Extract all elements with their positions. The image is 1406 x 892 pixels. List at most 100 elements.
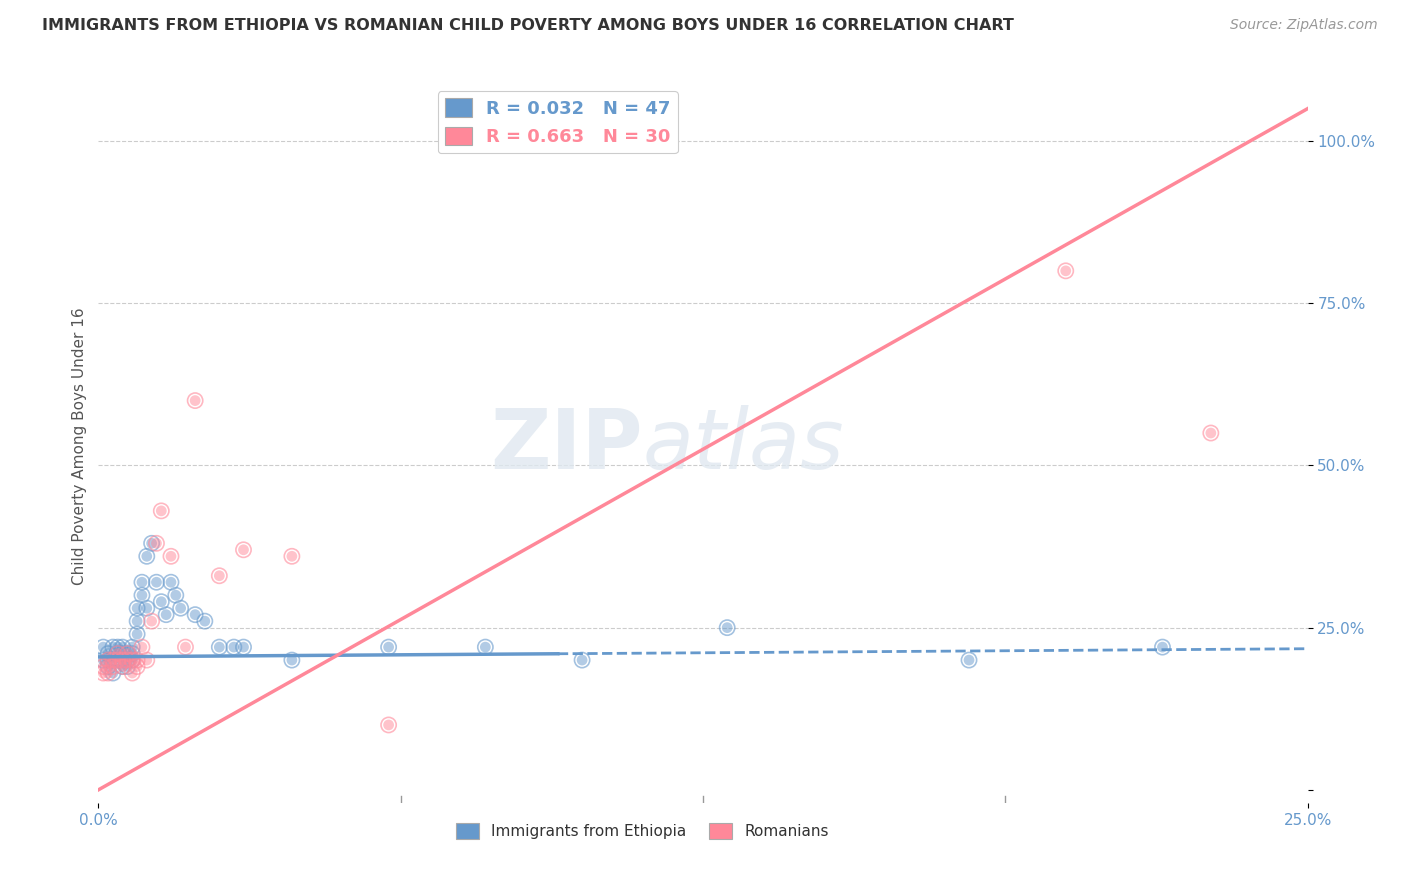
Point xyxy=(97,666,120,681)
Point xyxy=(111,659,134,673)
Point xyxy=(127,627,149,641)
Point xyxy=(101,640,124,654)
Point xyxy=(101,659,124,673)
Point xyxy=(150,595,173,609)
Point xyxy=(121,666,143,681)
Point xyxy=(107,653,129,667)
Point xyxy=(127,659,149,673)
Point xyxy=(222,640,245,654)
Point xyxy=(150,595,173,609)
Point xyxy=(111,640,134,654)
Point xyxy=(111,640,134,654)
Point xyxy=(91,659,114,673)
Point xyxy=(135,601,157,615)
Point xyxy=(131,640,153,654)
Point xyxy=(101,653,124,667)
Point xyxy=(194,614,217,628)
Point xyxy=(97,647,120,661)
Point xyxy=(97,647,120,661)
Point xyxy=(111,647,134,661)
Point xyxy=(281,653,304,667)
Point xyxy=(111,659,134,673)
Point xyxy=(117,647,139,661)
Point xyxy=(117,653,139,667)
Point xyxy=(111,659,134,673)
Point xyxy=(97,653,120,667)
Point xyxy=(91,653,114,667)
Point xyxy=(208,640,231,654)
Point xyxy=(127,659,149,673)
Point xyxy=(474,640,496,654)
Point xyxy=(97,659,120,673)
Point xyxy=(97,653,120,667)
Point xyxy=(107,653,129,667)
Point xyxy=(117,659,139,673)
Point xyxy=(117,653,139,667)
Point xyxy=(127,601,149,615)
Point xyxy=(957,653,980,667)
Point xyxy=(135,653,157,667)
Point xyxy=(145,536,167,550)
Point xyxy=(150,504,173,518)
Point xyxy=(107,647,129,661)
Point xyxy=(174,640,197,654)
Point xyxy=(117,659,139,673)
Point xyxy=(160,549,183,564)
Text: atlas: atlas xyxy=(643,406,844,486)
Point xyxy=(127,653,149,667)
Point xyxy=(1054,264,1077,278)
Point xyxy=(474,640,496,654)
Point xyxy=(117,653,139,667)
Point xyxy=(141,536,163,550)
Point xyxy=(107,647,129,661)
Point xyxy=(131,588,153,602)
Point xyxy=(377,640,399,654)
Point xyxy=(1152,640,1174,654)
Point xyxy=(101,640,124,654)
Point xyxy=(121,666,143,681)
Point xyxy=(127,627,149,641)
Point xyxy=(111,653,134,667)
Point xyxy=(135,601,157,615)
Point xyxy=(141,614,163,628)
Point xyxy=(145,575,167,590)
Point xyxy=(121,640,143,654)
Point xyxy=(127,653,149,667)
Point xyxy=(571,653,593,667)
Point xyxy=(111,653,134,667)
Point xyxy=(91,666,114,681)
Point xyxy=(101,659,124,673)
Point xyxy=(107,647,129,661)
Point xyxy=(165,588,187,602)
Point xyxy=(101,653,124,667)
Point xyxy=(131,640,153,654)
Point xyxy=(155,607,177,622)
Point xyxy=(135,653,157,667)
Point xyxy=(208,568,231,582)
Point xyxy=(184,393,207,408)
Point xyxy=(377,718,399,732)
Point xyxy=(97,666,120,681)
Point xyxy=(141,536,163,550)
Point xyxy=(127,614,149,628)
Point xyxy=(121,653,143,667)
Point xyxy=(281,653,304,667)
Point xyxy=(1199,425,1222,440)
Point xyxy=(111,653,134,667)
Point xyxy=(135,549,157,564)
Point xyxy=(155,607,177,622)
Point xyxy=(208,640,231,654)
Point xyxy=(208,568,231,582)
Point xyxy=(160,575,183,590)
Point xyxy=(145,575,167,590)
Point xyxy=(184,607,207,622)
Point xyxy=(101,653,124,667)
Point xyxy=(160,575,183,590)
Y-axis label: Child Poverty Among Boys Under 16: Child Poverty Among Boys Under 16 xyxy=(72,307,87,585)
Point xyxy=(232,542,254,557)
Point xyxy=(121,647,143,661)
Point xyxy=(91,666,114,681)
Point xyxy=(222,640,245,654)
Point xyxy=(377,718,399,732)
Point xyxy=(194,614,217,628)
